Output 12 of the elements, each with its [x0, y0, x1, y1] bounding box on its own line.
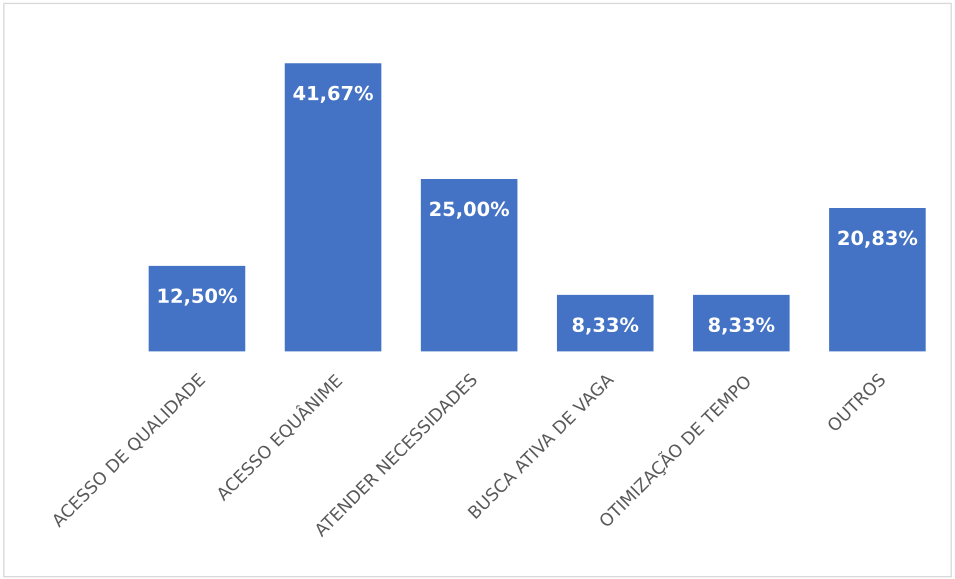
data-label: 41,67% — [293, 86, 373, 103]
data-label: 20,83% — [838, 230, 918, 248]
bar — [419, 178, 519, 352]
data-label: 8,33% — [708, 317, 774, 335]
bar — [556, 293, 655, 352]
bar — [147, 264, 247, 352]
bar — [283, 62, 383, 352]
data-label: 12,50% — [158, 288, 237, 306]
bar — [828, 206, 928, 352]
data-label: 8,33% — [572, 317, 638, 335]
bar — [692, 293, 792, 352]
data-label: 25,00% — [430, 202, 510, 219]
